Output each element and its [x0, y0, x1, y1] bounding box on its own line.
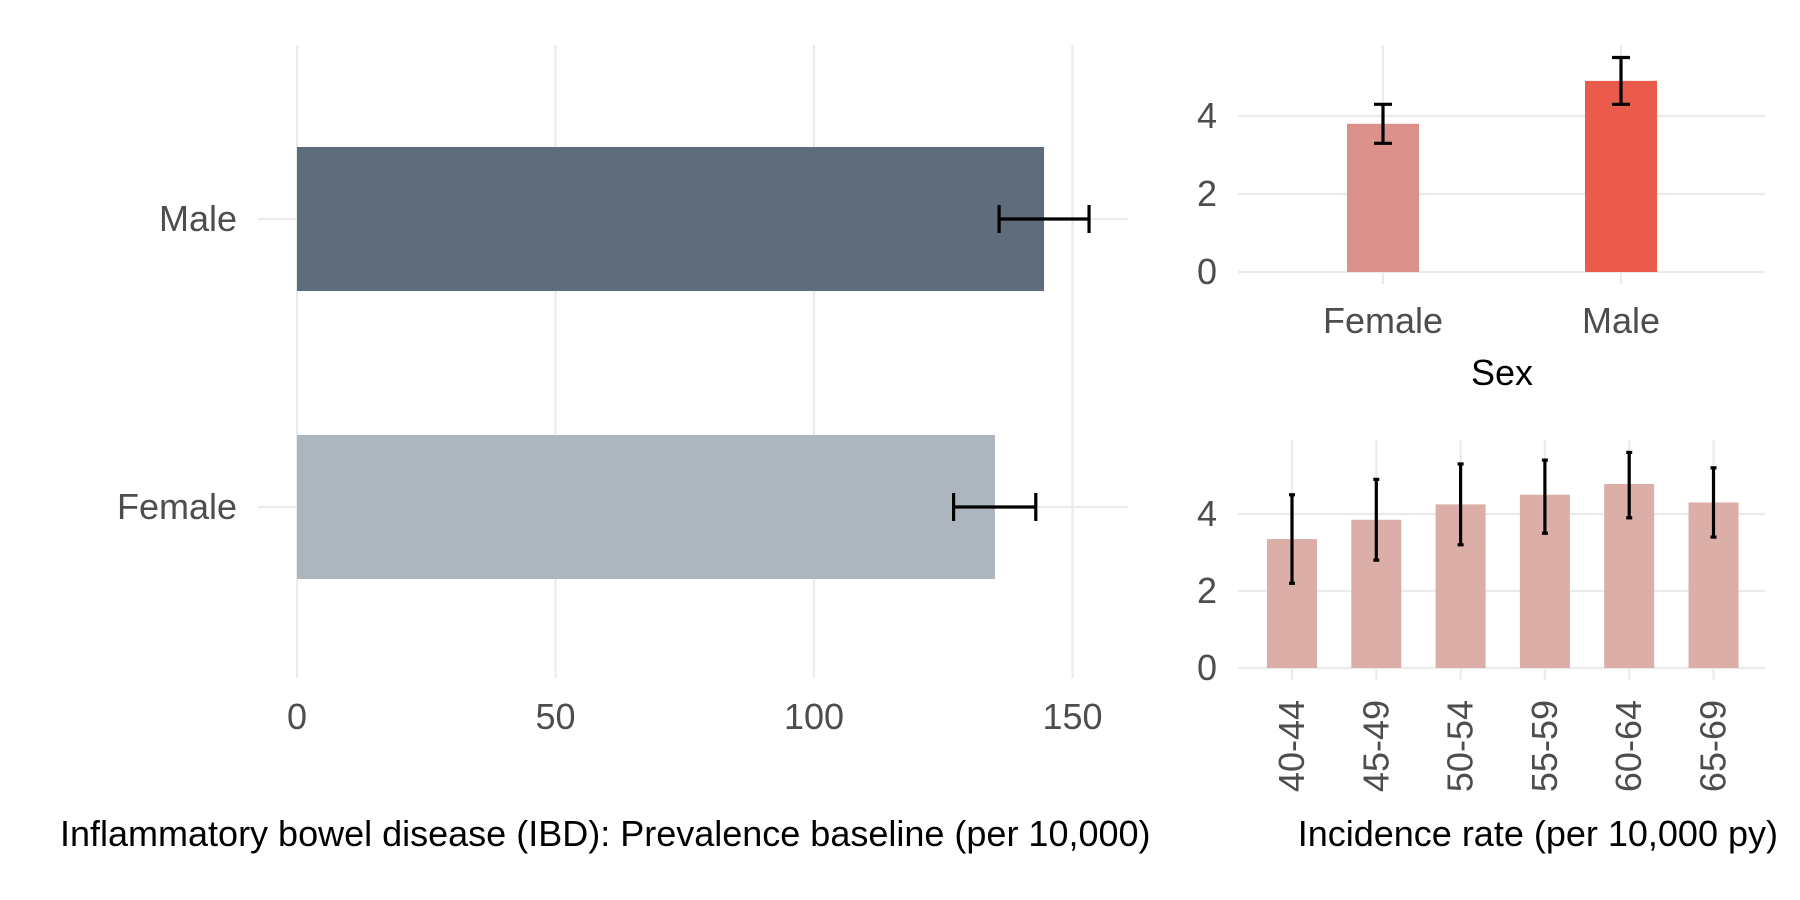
x-axis-title: Inflammatory bowel disease (IBD): Preval…: [60, 813, 1151, 854]
x-tick-label: 150: [1042, 696, 1102, 737]
y-tick-label: Male: [159, 198, 237, 239]
error-bar-age-45-49: [1373, 477, 1380, 562]
x-tick-label: 50-54: [1440, 700, 1481, 792]
y-tick-label: Female: [117, 486, 237, 527]
x-tick-label: Male: [1582, 300, 1660, 341]
y-tick-label: 4: [1197, 95, 1217, 136]
error-bar-age-55-59: [1541, 458, 1548, 535]
error-bar-age-60-64: [1626, 450, 1633, 520]
error-bar-male: [1612, 55, 1630, 106]
x-tick-label: 60-64: [1608, 700, 1649, 792]
error-bar-age-50-54: [1457, 462, 1464, 547]
bar-female: [1347, 123, 1419, 272]
x-axis-title: Incidence rate (per 10,000 py): [1298, 813, 1778, 854]
error-bar-age-40-44: [1289, 493, 1295, 585]
error-bar-female: [1374, 102, 1392, 145]
y-tick-label: 2: [1197, 570, 1217, 611]
error-bar-male: [997, 205, 1091, 233]
x-tick-label: 50: [535, 696, 575, 737]
y-tick-label: 4: [1197, 493, 1217, 534]
x-axis-title: Sex: [1471, 352, 1533, 393]
x-tick-label: 100: [784, 696, 844, 737]
error-bar-age-65-69: [1710, 466, 1717, 539]
bar-male: [1585, 80, 1657, 273]
bar-female: [297, 435, 995, 579]
x-tick-label: 40-44: [1271, 700, 1312, 792]
x-tick-label: 45-49: [1355, 700, 1396, 792]
y-tick-label: 0: [1197, 251, 1217, 292]
x-tick-label: 0: [287, 696, 307, 737]
incidence-by-age-panel: 0 2 4 40-44 45-49 50-54 55-59 60-64 65-69 Inciden…: [1197, 440, 1778, 854]
x-tick-label: Female: [1323, 300, 1443, 341]
incidence-by-sex-panel: 0 2 4 Female Male Sex: [1197, 45, 1765, 393]
bar-male: [297, 147, 1045, 291]
error-bar-female: [951, 493, 1038, 521]
prevalence-panel: Male Female 0 50 100 150 Inflammatory bowel di…: [60, 45, 1151, 854]
x-tick-label: 55-59: [1524, 700, 1565, 792]
y-tick-label: 0: [1197, 647, 1217, 688]
x-tick-label: 65-69: [1693, 700, 1734, 792]
y-tick-label: 2: [1197, 173, 1217, 214]
